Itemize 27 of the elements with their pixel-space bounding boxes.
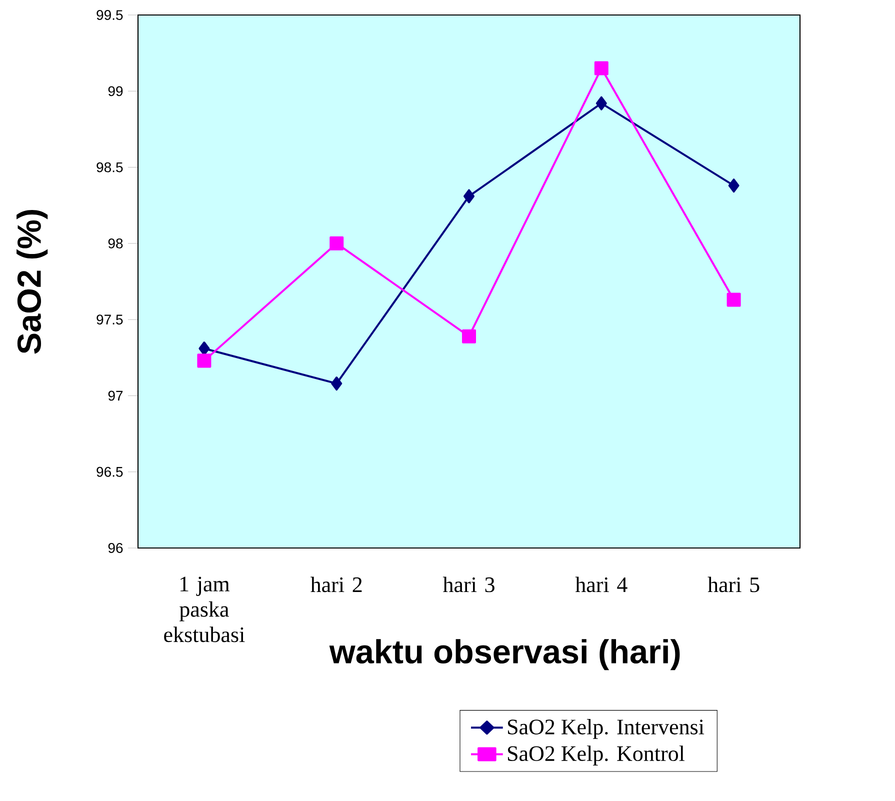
x-tick-label: hari 3 bbox=[442, 576, 494, 592]
y-tick-label: 98.5 bbox=[96, 162, 123, 172]
y-tick-label: 97 bbox=[108, 390, 123, 401]
x-tick-label: 1 jam paska ekstubasi bbox=[164, 576, 245, 642]
point bbox=[197, 354, 212, 368]
y-tick-label: 99.5 bbox=[96, 10, 123, 20]
y-tick-label: 96 bbox=[108, 543, 123, 553]
legend-label: SaO2 Kelp. Intervensi bbox=[508, 718, 704, 739]
y-axis-title: SaO2 (%) bbox=[16, 210, 48, 354]
x-tick-label: hari 2 bbox=[310, 576, 362, 592]
point bbox=[462, 329, 476, 344]
point bbox=[198, 342, 210, 356]
y-tick-label: 96.5 bbox=[96, 466, 123, 477]
point bbox=[728, 178, 740, 193]
legend-label: SaO2 Kelp. Kontrol bbox=[508, 746, 684, 766]
point bbox=[464, 189, 475, 204]
x-tick-label: hari 4 bbox=[575, 576, 628, 592]
y-tick-label: 98 bbox=[108, 238, 123, 248]
point bbox=[596, 96, 607, 110]
point bbox=[331, 376, 342, 391]
point bbox=[726, 292, 741, 307]
x-axis-title: waktu observasi (hari) bbox=[329, 639, 680, 670]
point bbox=[594, 61, 608, 76]
x-tick-label: hari 5 bbox=[708, 576, 760, 592]
y-tick-label: 97.5 bbox=[96, 314, 123, 325]
point bbox=[330, 236, 344, 250]
y-tick-label: 99 bbox=[108, 86, 123, 96]
